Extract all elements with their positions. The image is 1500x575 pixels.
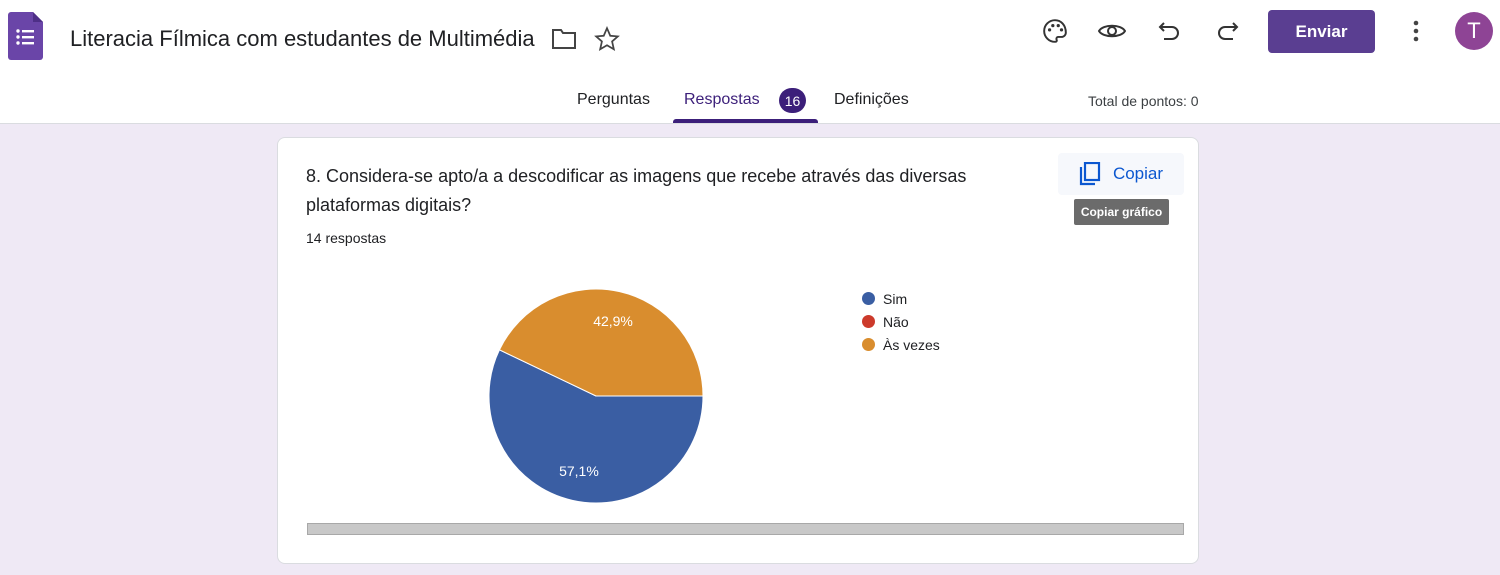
- total-points: Total de pontos: 0: [1088, 93, 1199, 109]
- undo-icon[interactable]: [1155, 16, 1185, 46]
- avatar[interactable]: T: [1455, 12, 1493, 50]
- pie-chart: 57,1% 42,9%: [488, 288, 704, 504]
- copy-icon: [1079, 162, 1101, 186]
- star-icon[interactable]: [592, 24, 622, 54]
- legend-swatch: [862, 338, 875, 351]
- tab-perguntas[interactable]: Perguntas: [577, 91, 650, 108]
- legend-label: Não: [883, 313, 909, 330]
- active-tab-indicator: [673, 119, 818, 123]
- send-button[interactable]: Enviar: [1268, 10, 1375, 53]
- legend-item-as-vezes: Às vezes: [862, 333, 940, 356]
- copy-tooltip: Copiar gráfico: [1074, 199, 1169, 225]
- legend-swatch: [862, 315, 875, 328]
- more-options-icon[interactable]: [1401, 16, 1431, 46]
- legend-swatch: [862, 292, 875, 305]
- legend-item-nao: Não: [862, 310, 940, 333]
- pie-data-label: 42,9%: [593, 313, 633, 329]
- redo-icon[interactable]: [1212, 16, 1242, 46]
- legend-label: Sim: [883, 290, 908, 307]
- palette-icon[interactable]: [1040, 16, 1070, 46]
- response-count: 14 respostas: [306, 230, 387, 246]
- form-title[interactable]: Literacia Fílmica com estudantes de Mult…: [70, 26, 535, 51]
- pie-data-label: 57,1%: [559, 463, 599, 479]
- chart-legend: Sim Não Às vezes: [862, 287, 940, 356]
- copy-chart-button[interactable]: Copiar: [1058, 153, 1184, 195]
- question-card: 8. Considera-se apto/a a descodificar as…: [277, 137, 1199, 564]
- tab-definicoes[interactable]: Definições: [834, 91, 909, 108]
- preview-eye-icon[interactable]: [1097, 16, 1127, 46]
- legend-item-sim: Sim: [862, 287, 940, 310]
- folder-icon[interactable]: [549, 24, 579, 54]
- pie-slice-0[interactable]: [488, 349, 704, 504]
- question-title: 8. Considera-se apto/a a descodificar as…: [306, 166, 967, 215]
- pie-slice-2[interactable]: [498, 288, 704, 397]
- legend-label: Às vezes: [883, 336, 940, 353]
- horizontal-scrollbar[interactable]: [307, 523, 1184, 535]
- copy-label: Copiar: [1112, 164, 1164, 183]
- forms-logo-icon[interactable]: [8, 12, 43, 60]
- header: Literacia Fílmica com estudantes de Mult…: [0, 0, 1500, 124]
- tab-respostas[interactable]: Respostas: [684, 91, 760, 108]
- responses-count-badge: 16: [779, 88, 806, 113]
